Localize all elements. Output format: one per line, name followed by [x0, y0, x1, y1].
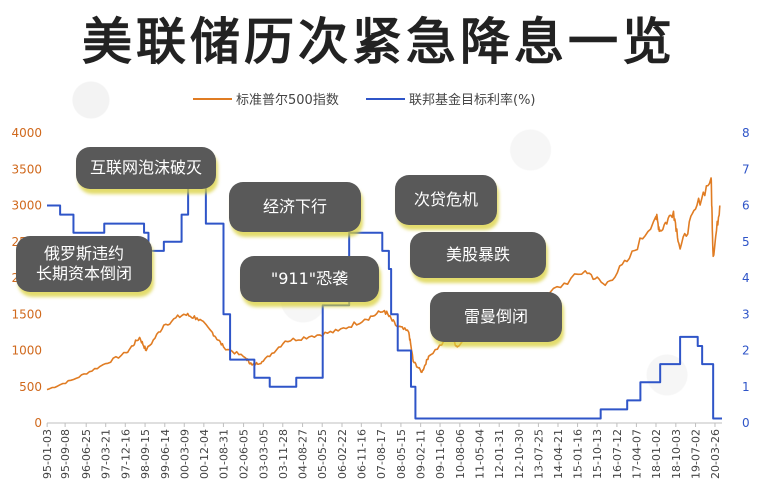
y-right-tick-label: 5: [742, 235, 750, 249]
x-tick-label: 07-08-17: [375, 429, 388, 479]
x-tick-label: 01-08-31: [217, 429, 230, 479]
y-right-tick-label: 6: [742, 199, 750, 213]
x-tick-label: 17-04-07: [630, 429, 643, 479]
axes: 0500100015002000250030003500400001234567…: [11, 126, 749, 479]
x-tick-label: 09-11-06: [434, 429, 447, 479]
y-right-tick-label: 8: [742, 126, 750, 140]
x-tick-label: 19-07-02: [690, 429, 703, 479]
x-tick-label: 15-01-16: [572, 429, 585, 479]
x-tick-label: 13-07-25: [532, 429, 545, 479]
series-line-fed-rate: [47, 186, 722, 420]
x-tick-label: 12-10-30: [513, 429, 526, 479]
annotation-callout: 经济下行: [229, 182, 361, 232]
x-tick-label: 95-09-08: [59, 429, 72, 479]
y-left-tick-label: 4000: [11, 126, 42, 140]
x-tick-label: 14-04-21: [552, 429, 565, 479]
x-tick-label: 16-07-12: [611, 429, 624, 479]
chart-title: 美联储历次紧急降息一览: [82, 12, 676, 71]
x-tick-label: 00-03-09: [178, 429, 191, 479]
x-tick-label: 96-06-25: [80, 429, 93, 479]
annotation-callout: 俄罗斯违约 长期资本倒闭: [16, 236, 152, 292]
x-tick-label: 97-12-16: [119, 429, 132, 479]
x-tick-label: 12-01-31: [493, 429, 506, 479]
annotation-callout: 互联网泡沫破灭: [76, 147, 216, 189]
x-tick-label: 18-10-03: [670, 429, 683, 479]
annotation-callout: 雷曼倒闭: [430, 292, 562, 342]
x-tick-label: 04-08-27: [297, 429, 310, 479]
y-right-tick-label: 7: [742, 162, 750, 176]
x-tick-label: 11-05-04: [473, 429, 486, 479]
x-tick-label: 99-06-14: [159, 429, 172, 479]
x-tick-label: 02-06-05: [238, 429, 251, 479]
x-tick-label: 18-01-02: [650, 429, 663, 479]
x-tick-label: 98-09-15: [139, 429, 152, 479]
legend-label-fed-rate: 联邦基金目标利率(%): [409, 92, 536, 108]
y-right-tick-label: 4: [742, 271, 750, 285]
y-right-tick-label: 1: [742, 380, 750, 394]
legend-label-sp500: 标准普尔500指数: [236, 93, 339, 108]
series-line-sp500: [46, 177, 721, 391]
x-tick-label: 03-03-05: [257, 429, 270, 479]
x-tick-label: 00-12-04: [198, 429, 211, 479]
y-left-tick-label: 500: [19, 380, 42, 394]
annotation-callout: 美股暴跌: [410, 232, 546, 278]
y-left-tick-label: 1000: [11, 344, 42, 358]
x-tick-label: 95-01-03: [41, 429, 54, 479]
annotation-callout: "911"恐袭: [240, 256, 379, 302]
legend: 标准普尔500指数 联邦基金目标利率(%): [193, 92, 536, 108]
series-layer: [46, 177, 722, 420]
x-tick-label: 03-11-28: [277, 429, 290, 479]
y-left-tick-label: 3000: [11, 199, 42, 213]
y-right-tick-label: 0: [742, 416, 750, 430]
x-tick-label: 15-10-13: [591, 429, 604, 479]
x-tick-label: 97-03-21: [100, 429, 113, 479]
x-tick-label: 09-02-11: [415, 429, 428, 479]
y-left-tick-label: 0: [34, 416, 42, 430]
x-tick-label: 06-11-16: [355, 429, 368, 479]
x-tick-label: 10-08-06: [454, 429, 467, 479]
y-right-tick-label: 3: [742, 307, 750, 321]
annotation-callout: 次贷危机: [395, 175, 497, 225]
x-tick-label: 06-02-22: [336, 429, 349, 479]
x-tick-label: 05-05-25: [316, 429, 329, 479]
x-tick-label: 20-03-26: [709, 429, 722, 479]
y-right-tick-label: 2: [742, 344, 750, 358]
y-left-tick-label: 1500: [11, 307, 42, 321]
y-left-tick-label: 3500: [11, 162, 42, 176]
x-tick-label: 08-05-15: [395, 429, 408, 479]
